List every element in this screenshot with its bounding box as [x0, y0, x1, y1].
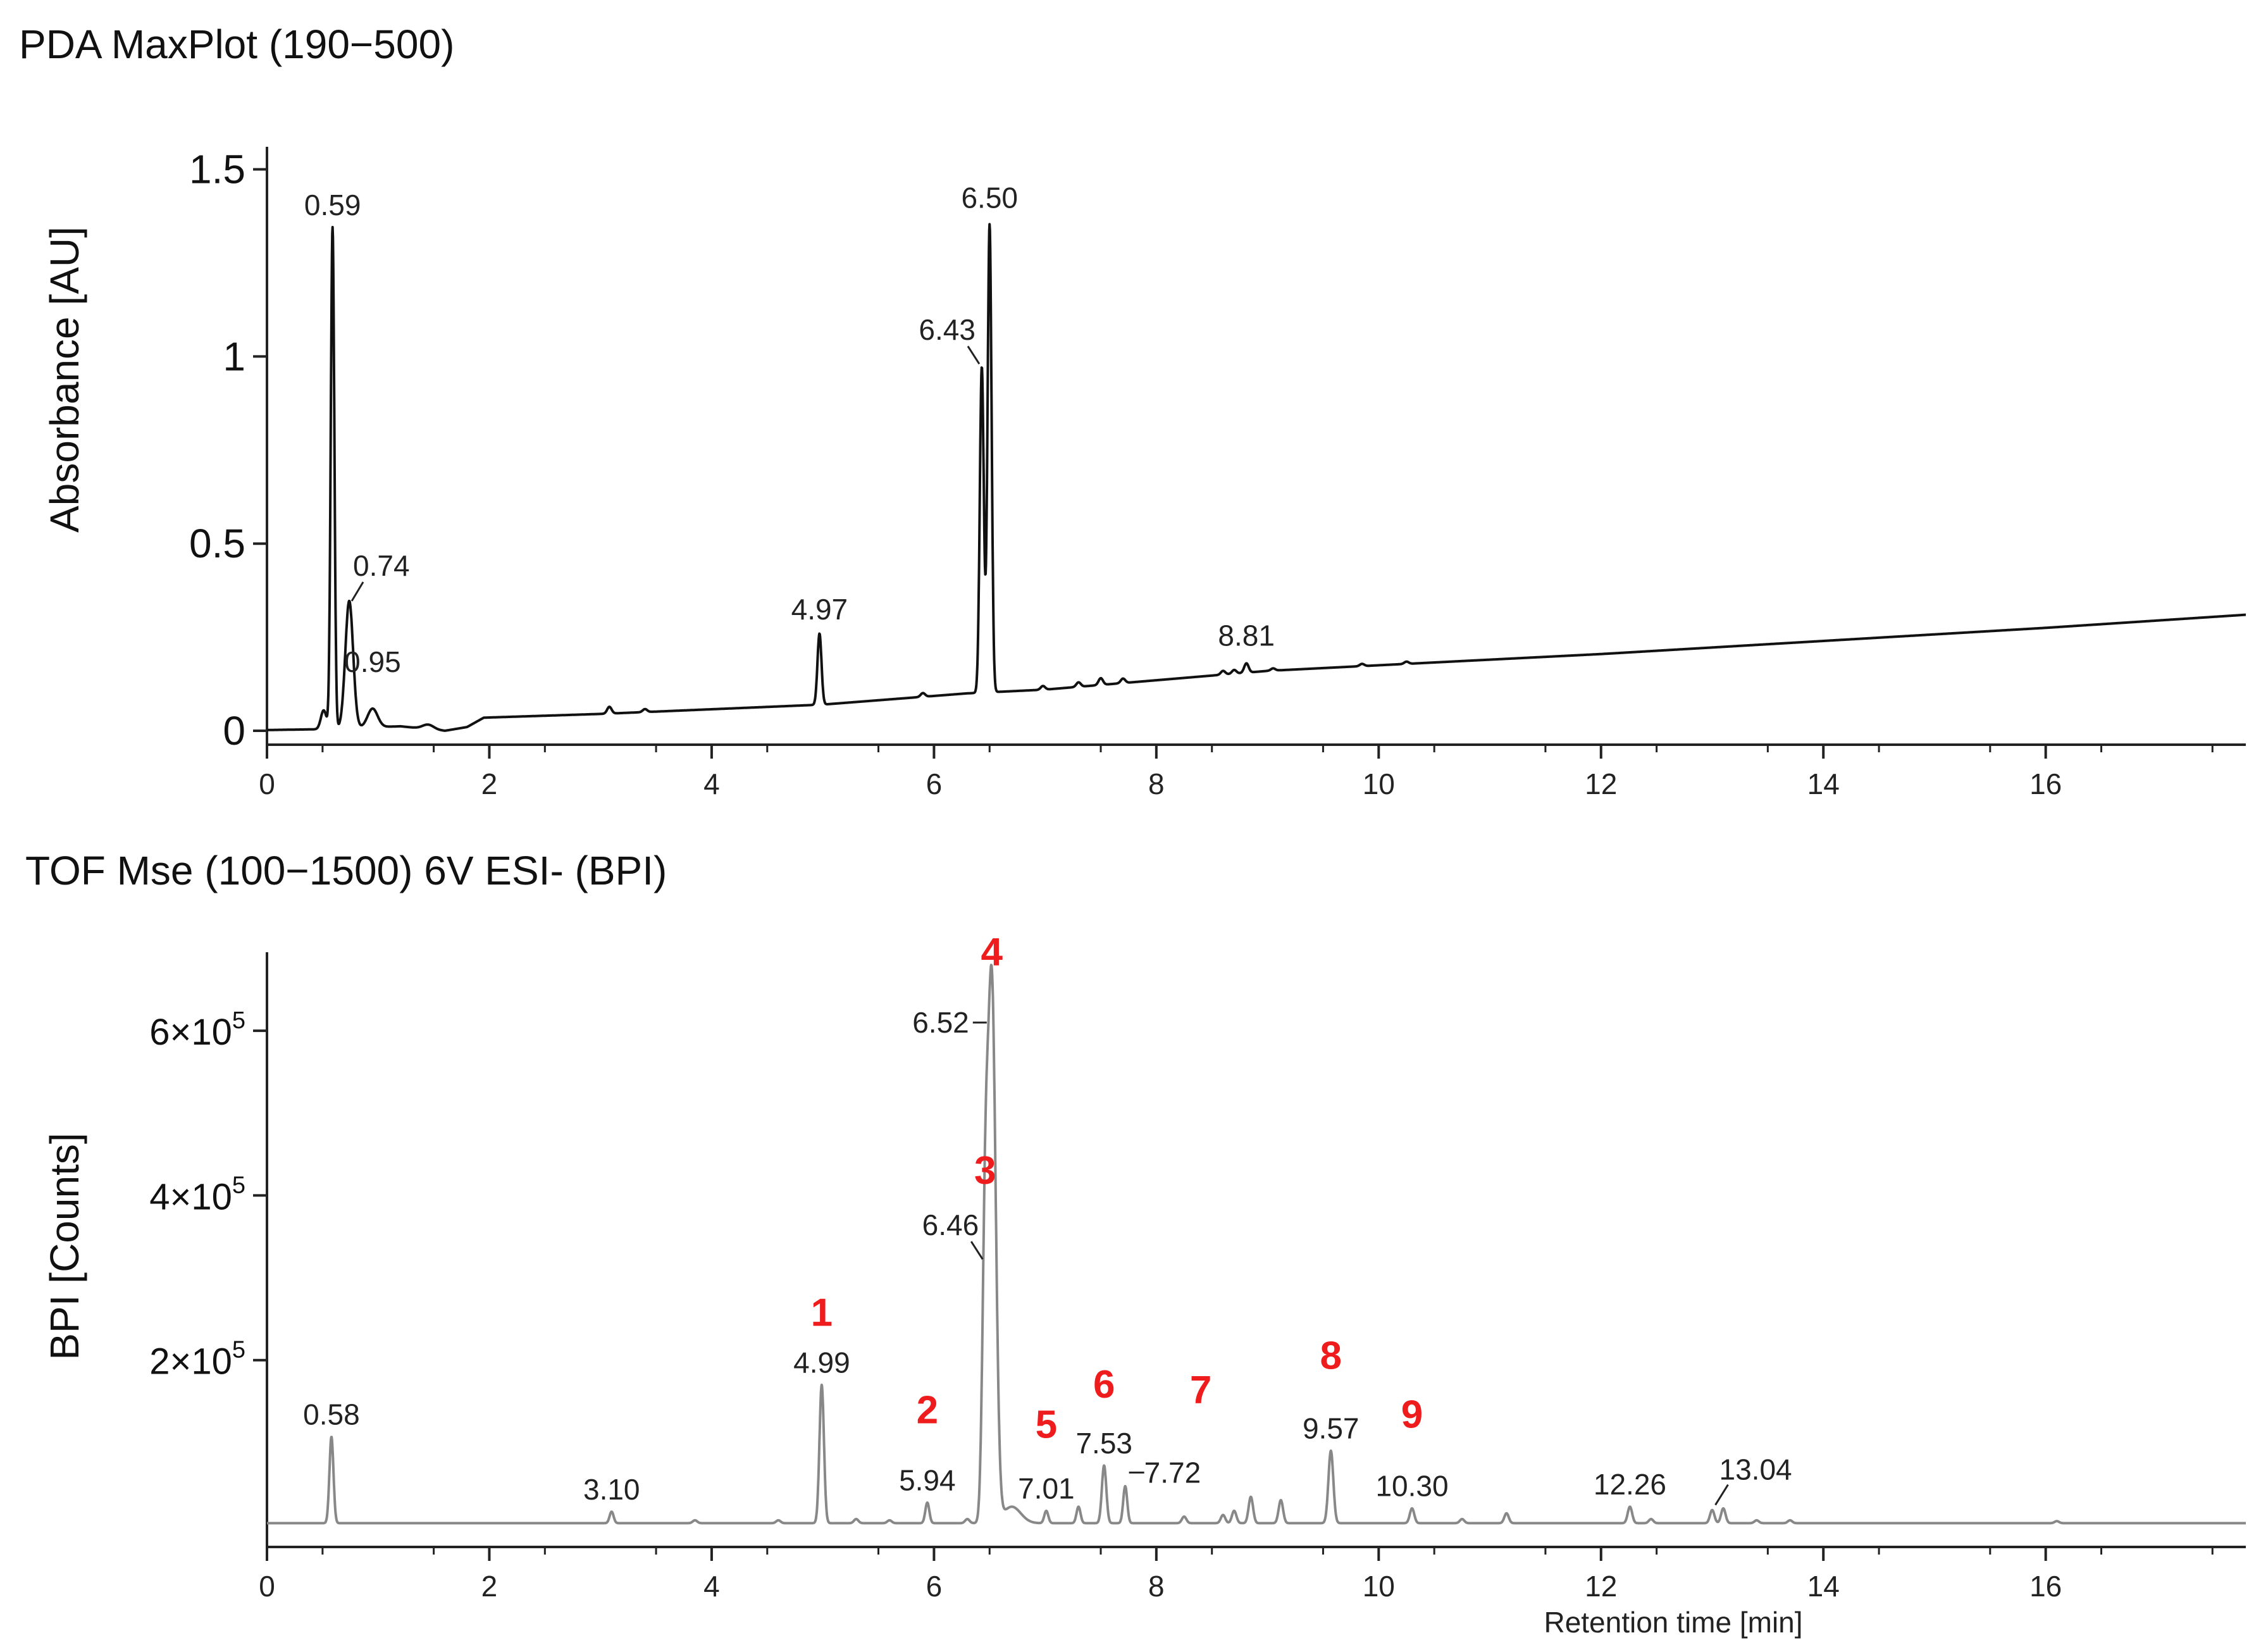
bpi-y-ticks: 2×105 4×105 6×105 — [149, 1007, 267, 1382]
pda-x-tick-label: 0 — [259, 767, 275, 800]
compound-label-8: 8 — [1320, 1334, 1341, 1377]
pda-annotations: 0.59 0.74 0.95 4.97 6.43 6.50 8.81 — [304, 181, 1275, 678]
pda-y-tick-label: 1 — [223, 333, 245, 379]
compound-label-3: 3 — [974, 1149, 996, 1193]
compound-label-2: 2 — [917, 1388, 938, 1432]
bpi-peak-label: 13.04 — [1719, 1453, 1792, 1486]
pda-series — [266, 223, 2247, 732]
pda-peak-label: 4.97 — [791, 593, 848, 626]
pda-x-tick-label: 2 — [481, 767, 498, 800]
bpi-compound-labels: 1 2 3 4 56 7 8 9 — [811, 931, 1423, 1447]
pda-trace-line — [266, 223, 2247, 732]
compound-label-9: 9 — [1401, 1393, 1423, 1437]
pda-y-tick-label: 1.5 — [189, 147, 245, 192]
bpi-x-tick-label: 6 — [926, 1570, 943, 1603]
compound-label-7: 7 — [1190, 1369, 1211, 1412]
compound-label-6: 6 — [1093, 1363, 1115, 1407]
pda-x-ticks: 0 2 4 6 8 10 12 14 16 — [259, 745, 2214, 800]
bpi-y-tick-label: 2×105 — [149, 1337, 245, 1382]
pda-y-tick-label: 0 — [223, 708, 245, 754]
pda-peak-label: 0.74 — [353, 549, 410, 582]
bpi-y-tick-label: 6×105 — [149, 1007, 245, 1053]
bpi-x-tick-label: 4 — [703, 1570, 720, 1603]
pda-panel: PDA MaxPlot (190−500) Absorbance [AU] 00… — [19, 22, 2247, 800]
bpi-annotations: 0.58 3.10 4.99 5.94 6.46 6.52 7.017.53 7.72 9.57… — [303, 1006, 1792, 1506]
bpi-peak-label: 6.52 — [912, 1006, 969, 1039]
bpi-series — [266, 964, 2247, 1525]
pda-x-tick-label: 16 — [2029, 767, 2062, 800]
bpi-x-tick-label: 8 — [1148, 1570, 1165, 1603]
bpi-peak-label: 9.57 — [1303, 1412, 1360, 1444]
bpi-x-ticks: 0 2 4 6 8 10 12 14 16 — [259, 1547, 2214, 1603]
pda-x-tick-label: 12 — [1585, 767, 1617, 800]
bpi-y-tick-exponent: 5 — [232, 1337, 245, 1363]
bpi-peak-label: 6.46 — [922, 1208, 979, 1241]
pda-annotation-leader — [350, 581, 364, 602]
bpi-x-tick-label: 12 — [1585, 1570, 1617, 1603]
pda-x-tick-label: 8 — [1148, 767, 1165, 800]
compound-label-5: 5 — [1036, 1403, 1057, 1446]
compound-label-1: 1 — [811, 1291, 833, 1334]
bpi-trace-line — [266, 964, 2247, 1525]
pda-annotation-leader — [967, 345, 981, 364]
pda-y-ticks: 0 0.5 1 1.5 — [189, 147, 267, 754]
compound-label-4: 4 — [981, 931, 1003, 974]
pda-peak-label: 6.50 — [961, 181, 1018, 214]
bpi-y-tick-label: 4×105 — [149, 1172, 245, 1217]
bpi-title: TOF Mse (100−1500) 6V ESI- (BPI) — [25, 848, 667, 893]
pda-title: PDA MaxPlot (190−500) — [19, 22, 454, 67]
pda-x-tick-label: 14 — [1807, 767, 1840, 800]
bpi-peak-label: 3.10 — [583, 1473, 640, 1506]
bpi-annotation-leader — [970, 1241, 984, 1260]
pda-peak-label: 0.95 — [344, 645, 401, 678]
bpi-x-tick-label: 14 — [1807, 1570, 1840, 1603]
bpi-peak-label: 5.94 — [899, 1463, 956, 1496]
bpi-x-tick-label: 10 — [1363, 1570, 1395, 1603]
bpi-x-tick-label: 2 — [481, 1570, 498, 1603]
pda-x-tick-label: 4 — [703, 767, 720, 800]
bpi-peak-label: 7.53 — [1075, 1427, 1132, 1460]
bpi-y-axis-label: BPI [Counts] — [42, 1133, 87, 1360]
bpi-panel: TOF Mse (100−1500) 6V ESI- (BPI) BPI [Co… — [25, 848, 2247, 1639]
pda-peak-label: 0.59 — [304, 189, 361, 221]
bpi-peak-label: 0.58 — [303, 1398, 360, 1431]
bpi-peak-label: 4.99 — [793, 1346, 850, 1379]
bpi-x-tick-label: 16 — [2029, 1570, 2062, 1603]
bpi-y-tick-exponent: 5 — [232, 1172, 245, 1198]
pda-y-axis-label: Absorbance [AU] — [42, 227, 87, 533]
bpi-peak-label: 10.30 — [1375, 1470, 1448, 1503]
pda-peak-label: 6.43 — [919, 313, 976, 346]
bpi-x-axis-label: Retention time [min] — [1544, 1606, 1802, 1639]
pda-y-tick-label: 0.5 — [189, 521, 245, 566]
pda-peak-label: 8.81 — [1218, 619, 1275, 652]
bpi-peak-label: 7.72 — [1144, 1456, 1201, 1489]
pda-x-tick-label: 10 — [1363, 767, 1395, 800]
bpi-x-tick-label: 0 — [259, 1570, 275, 1603]
bpi-peak-label: 7.01 — [1018, 1472, 1075, 1505]
pda-x-tick-label: 6 — [926, 767, 943, 800]
bpi-annotation-leader — [1714, 1484, 1729, 1506]
bpi-y-tick-exponent: 5 — [232, 1007, 245, 1034]
bpi-peak-label: 12.26 — [1594, 1468, 1666, 1501]
